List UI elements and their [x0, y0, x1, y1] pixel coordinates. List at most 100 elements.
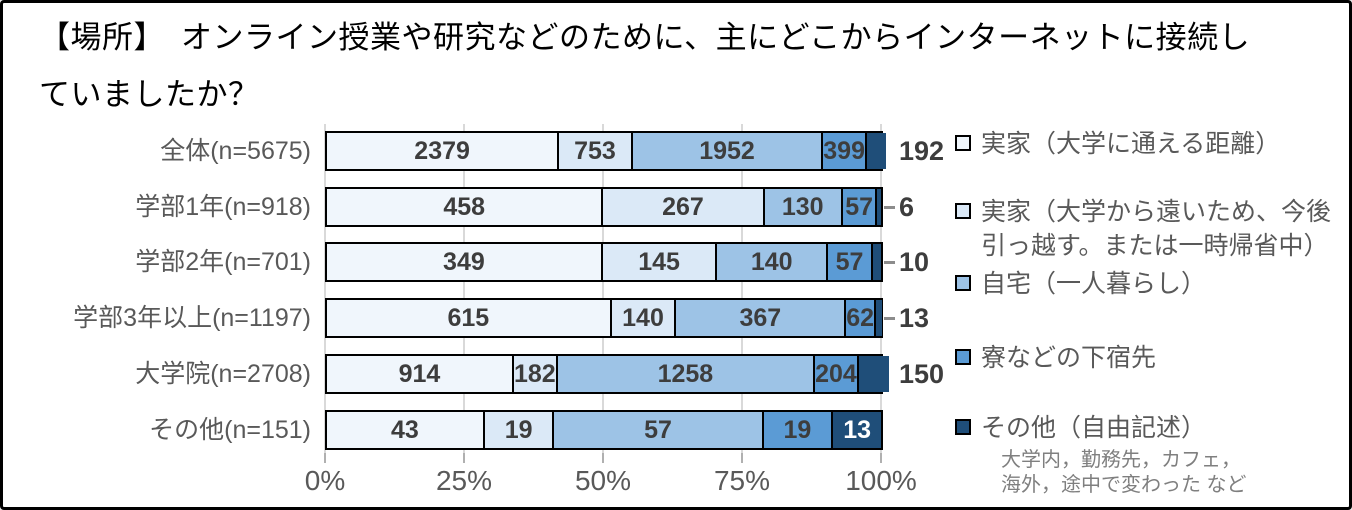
value-label: 399	[823, 137, 865, 165]
axis-tick	[741, 453, 743, 463]
category-label: 学部1年(n=918)	[135, 193, 311, 221]
bar-segment: 182	[513, 356, 558, 392]
value-label: 914	[398, 360, 441, 388]
bar-segment: 19	[763, 412, 834, 448]
bar-segment: 57	[842, 189, 878, 225]
stacked-bar: 349 145 140 57	[325, 242, 883, 282]
bar-segment: 753	[559, 133, 633, 169]
gridline	[741, 124, 743, 454]
bar-segment: 349	[327, 244, 603, 280]
bar-segment: 57	[554, 412, 764, 448]
legend-label: 実家（大学に通える距離）	[981, 130, 1281, 158]
legend-swatch	[955, 275, 971, 291]
gridline	[324, 124, 326, 454]
bar-row: 学部1年(n=918) 458 267 130 57 6	[3, 187, 1349, 227]
outside-value-label: 13	[899, 303, 930, 333]
bar-segment: 914	[327, 356, 514, 392]
category-label: 学部2年(n=701)	[135, 248, 311, 276]
value-label: 458	[443, 193, 486, 221]
outside-value-label: 10	[899, 247, 930, 277]
value-label: 13	[843, 416, 872, 444]
x-axis-tick-label: 100%	[845, 465, 917, 496]
gridline	[880, 124, 882, 454]
leader-line	[884, 261, 895, 264]
legend-swatch	[955, 419, 971, 435]
category-label: その他(n=151)	[149, 416, 311, 444]
stacked-bar: 914 182 1258 204	[325, 354, 890, 394]
bar-segment: 267	[603, 189, 765, 225]
bar-segment: 140	[717, 244, 829, 280]
category-label: 大学院(n=2708)	[135, 360, 311, 388]
legend-swatch	[955, 135, 971, 151]
stacked-bar: 458 267 130 57	[325, 187, 883, 227]
value-label: 367	[739, 304, 782, 332]
chart-title: 【場所】 オンライン授業や研究などのために、主にどこからインターネットに接続し …	[39, 20, 1251, 112]
bar-row: 全体(n=5675) 2379 753 1952 399 192	[3, 131, 1349, 171]
bar-segment: 57	[828, 244, 874, 280]
axis-tick	[602, 453, 604, 463]
bar-segment: 1258	[557, 356, 816, 392]
bar-row: 学部2年(n=701) 349 145 140 57 10	[3, 242, 1349, 282]
bar-segment: 130	[764, 189, 843, 225]
axis-tick	[463, 453, 465, 463]
value-label: 57	[644, 416, 672, 444]
legend-swatch	[955, 349, 971, 365]
bar-segment: 399	[823, 133, 867, 169]
value-label: 753	[574, 137, 616, 165]
bar-segment	[858, 356, 890, 392]
value-label: 182	[513, 360, 556, 388]
bar-segment: 367	[676, 300, 847, 336]
stacked-bar: 2379 753 1952 399	[325, 131, 886, 171]
value-label: 145	[638, 248, 680, 276]
bar-segment: 1952	[632, 133, 824, 169]
axis-tick	[880, 453, 882, 463]
outside-value-label: 6	[899, 192, 915, 222]
bar-segment: 13	[833, 412, 881, 448]
legend-label: その他（自由記述）	[981, 414, 1207, 442]
value-label: 140	[622, 304, 664, 332]
value-label: 57	[835, 248, 864, 276]
bar-segment: 19	[484, 412, 555, 448]
bar-row: 大学院(n=2708) 914 182 1258 204 150	[3, 354, 1349, 394]
value-label: 140	[750, 248, 793, 276]
category-label: 全体(n=5675)	[160, 137, 311, 165]
outside-value-label: 150	[899, 359, 945, 389]
bar-segment: 204	[815, 356, 859, 392]
legend-label: 寮などの下宿先	[981, 344, 1157, 372]
value-label: 615	[447, 304, 490, 332]
value-label: 43	[390, 416, 419, 444]
legend-swatch	[955, 203, 971, 219]
bar-segment	[876, 300, 883, 336]
legend-label: 自宅（一人暮らし）	[981, 270, 1207, 298]
bar-segment: 458	[327, 189, 604, 225]
bar-segment	[867, 133, 886, 169]
value-label: 2379	[414, 137, 470, 165]
x-axis-tick-label: 75%	[713, 465, 771, 496]
legend-item: 実家（大学から遠いため、今後引っ越す。または一時帰省中）	[955, 195, 1349, 263]
legend-item: 実家（大学に通える距離）	[955, 127, 1349, 161]
value-label: 62	[846, 304, 875, 332]
bar-segment: 62	[846, 300, 877, 336]
stacked-bar: 615 140 367 62	[325, 298, 883, 338]
value-label: 57	[845, 193, 874, 221]
gridline	[602, 124, 604, 454]
stacked-bar: 43 19 57 19 13	[325, 410, 883, 450]
bar-segment: 2379	[327, 133, 560, 169]
bar-row: 学部3年以上(n=1197) 615 140 367 62 13	[3, 298, 1349, 338]
value-label: 19	[504, 416, 533, 444]
value-label: 130	[781, 193, 824, 221]
bar-segment: 145	[602, 244, 718, 280]
value-label: 1258	[657, 360, 714, 388]
legend: 実家（大学に通える距離） 実家（大学から遠いため、今後引っ越す。または一時帰省中）…	[955, 127, 1349, 498]
outside-value-label: 192	[899, 136, 945, 166]
legend-item: 寮などの下宿先	[955, 341, 1349, 375]
value-label: 349	[443, 248, 485, 276]
value-label: 267	[662, 193, 704, 221]
bar-segment: 140	[611, 300, 677, 336]
x-axis-tick-label: 25%	[435, 465, 493, 496]
legend-note: 大学内，勤務先，カフェ， 海外，途中で変わった など	[1001, 449, 1247, 496]
bar-segment	[873, 244, 881, 280]
bar-segment: 43	[327, 412, 485, 448]
bar-segment	[877, 189, 881, 225]
